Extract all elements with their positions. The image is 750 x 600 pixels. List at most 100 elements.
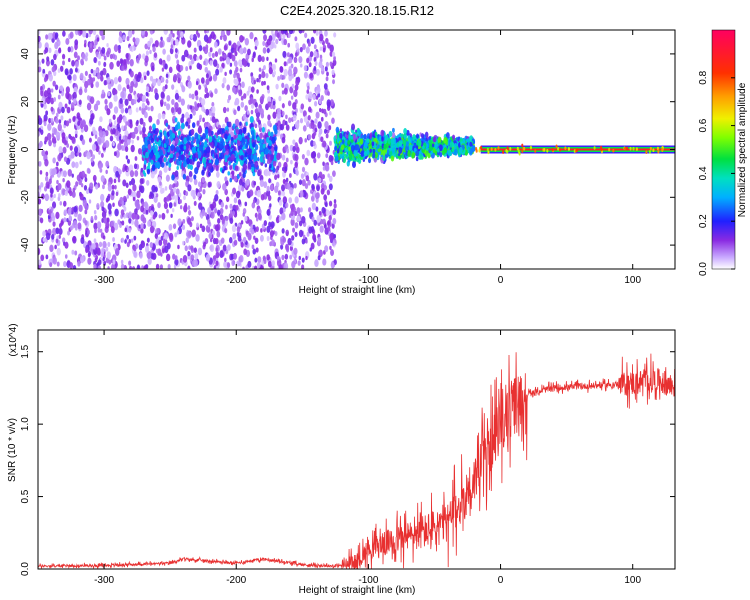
- spectrogram-cell: [98, 150, 101, 155]
- spectrogram-cell: [57, 123, 62, 132]
- spectrogram-cell: [88, 30, 93, 35]
- spectrogram-cell: [237, 144, 241, 151]
- spectrogram-cell: [314, 192, 319, 200]
- spectrogram-cell: [368, 157, 372, 164]
- spectrogram-cell: [285, 177, 289, 183]
- spectrogram-cell: [238, 172, 242, 177]
- spectrogram-cell: [339, 128, 343, 133]
- spectrogram-cell: [282, 237, 287, 243]
- spectrogram-cell: [348, 146, 351, 152]
- spectrogram-cell: [259, 108, 264, 116]
- spectrogram-cell: [74, 129, 78, 136]
- spectrogram-cell: [156, 137, 159, 143]
- spectrogram-cell: [71, 191, 76, 198]
- spectrogram-cell: [652, 148, 655, 153]
- spectrogram-cell: [332, 170, 336, 177]
- spectrogram-cell: [302, 110, 307, 118]
- spectrogram-cell: [360, 151, 363, 156]
- spectrogram-cell: [52, 221, 56, 227]
- spectrogram-cell: [326, 189, 331, 196]
- spectrogram-cell: [296, 207, 301, 215]
- spectrogram-cell: [251, 202, 256, 209]
- spectrogram-cell: [269, 183, 274, 191]
- spectrogram-cell: [437, 136, 442, 144]
- spectrogram-cell: [325, 133, 329, 139]
- spectrogram-cell: [443, 137, 447, 144]
- spectrogram-cell: [134, 213, 139, 221]
- spectrogram-cell: [121, 200, 125, 206]
- spectrogram-cell: [74, 67, 78, 73]
- spectrogram-cell: [272, 100, 276, 106]
- colorbar-ticks: 0.00.20.40.60.8: [698, 70, 735, 276]
- spectrogram-cell: [649, 146, 652, 151]
- spectrogram-cell: [263, 259, 267, 265]
- spectrogram-cell: [45, 97, 49, 103]
- spectrogram-x-tick-label: -200: [226, 275, 246, 286]
- spectrogram-cell: [389, 147, 392, 152]
- spectrogram-cell: [228, 161, 231, 166]
- spectrogram-cell: [95, 145, 100, 153]
- spectrogram-cell: [176, 230, 180, 235]
- spectrogram-cell: [141, 144, 146, 152]
- spectrogram-cell: [233, 47, 237, 53]
- spectrogram-cell: [332, 79, 335, 85]
- spectrogram-cell: [310, 151, 315, 159]
- spectrogram-y-tick-label: -40: [20, 237, 31, 252]
- spectrogram-cell: [320, 136, 324, 143]
- spectrogram-cell: [38, 208, 43, 216]
- spectrogram-cell: [262, 40, 266, 46]
- spectrogram-cell: [497, 146, 500, 150]
- spectrogram-cell: [191, 146, 196, 154]
- spectrogram-cell: [270, 156, 273, 161]
- spectrogram-cell: [256, 89, 259, 94]
- spectrogram-cell: [322, 218, 326, 225]
- spectrogram-cell: [210, 141, 214, 148]
- spectrogram-cell: [232, 187, 237, 195]
- spectrogram-cell: [329, 209, 334, 217]
- spectrogram-cell: [86, 151, 91, 160]
- spectrogram-cell: [238, 77, 242, 83]
- spectrogram-cell: [273, 70, 277, 76]
- spectrogram-cell: [332, 208, 337, 216]
- spectrogram-cell: [318, 128, 323, 135]
- spectrogram-cell: [214, 158, 219, 166]
- spectrogram-cell: [170, 145, 174, 152]
- spectrogram-cell: [328, 125, 332, 131]
- spectrogram-cell: [281, 212, 286, 221]
- spectrogram-cell: [58, 47, 62, 52]
- spectrogram-cell: [155, 153, 159, 159]
- spectrogram-cell: [314, 127, 318, 133]
- spectrogram-cell: [89, 182, 94, 190]
- spectrogram-cell: [202, 46, 206, 52]
- spectrogram-cell: [289, 173, 292, 178]
- spectrogram-cell: [158, 170, 163, 177]
- spectrogram-cell: [357, 129, 362, 137]
- spectrogram-cell: [272, 160, 277, 167]
- spectrogram-cell: [54, 84, 59, 91]
- spectrogram-cell: [242, 113, 247, 120]
- spectrogram-cell: [146, 251, 152, 259]
- spectrogram-cell: [71, 161, 76, 168]
- spectrogram-cell: [214, 194, 219, 202]
- spectrogram-cell: [195, 30, 199, 35]
- spectrogram-cell: [41, 58, 45, 64]
- spectrogram-cell: [141, 102, 146, 109]
- spectrogram-cell: [195, 188, 199, 193]
- spectrogram-cell: [59, 85, 63, 92]
- spectrogram-cell: [339, 132, 343, 139]
- spectrogram-cell: [222, 244, 227, 252]
- spectrogram-cell: [121, 65, 125, 72]
- spectrogram-cell: [319, 107, 322, 113]
- spectrogram-cell: [320, 116, 324, 122]
- spectrogram-cell: [207, 207, 212, 215]
- spectrogram-cell: [120, 107, 125, 114]
- spectrogram-cell: [352, 133, 357, 141]
- spectrogram-cell: [196, 222, 199, 228]
- spectrogram-cell: [439, 151, 443, 158]
- spectrogram-cell: [120, 263, 125, 269]
- spectrogram-cell: [126, 194, 130, 199]
- spectrogram-cell: [144, 43, 148, 50]
- spectrogram-cell: [333, 202, 337, 209]
- spectrogram-cell: [331, 117, 335, 124]
- spectrogram-cell: [407, 150, 411, 157]
